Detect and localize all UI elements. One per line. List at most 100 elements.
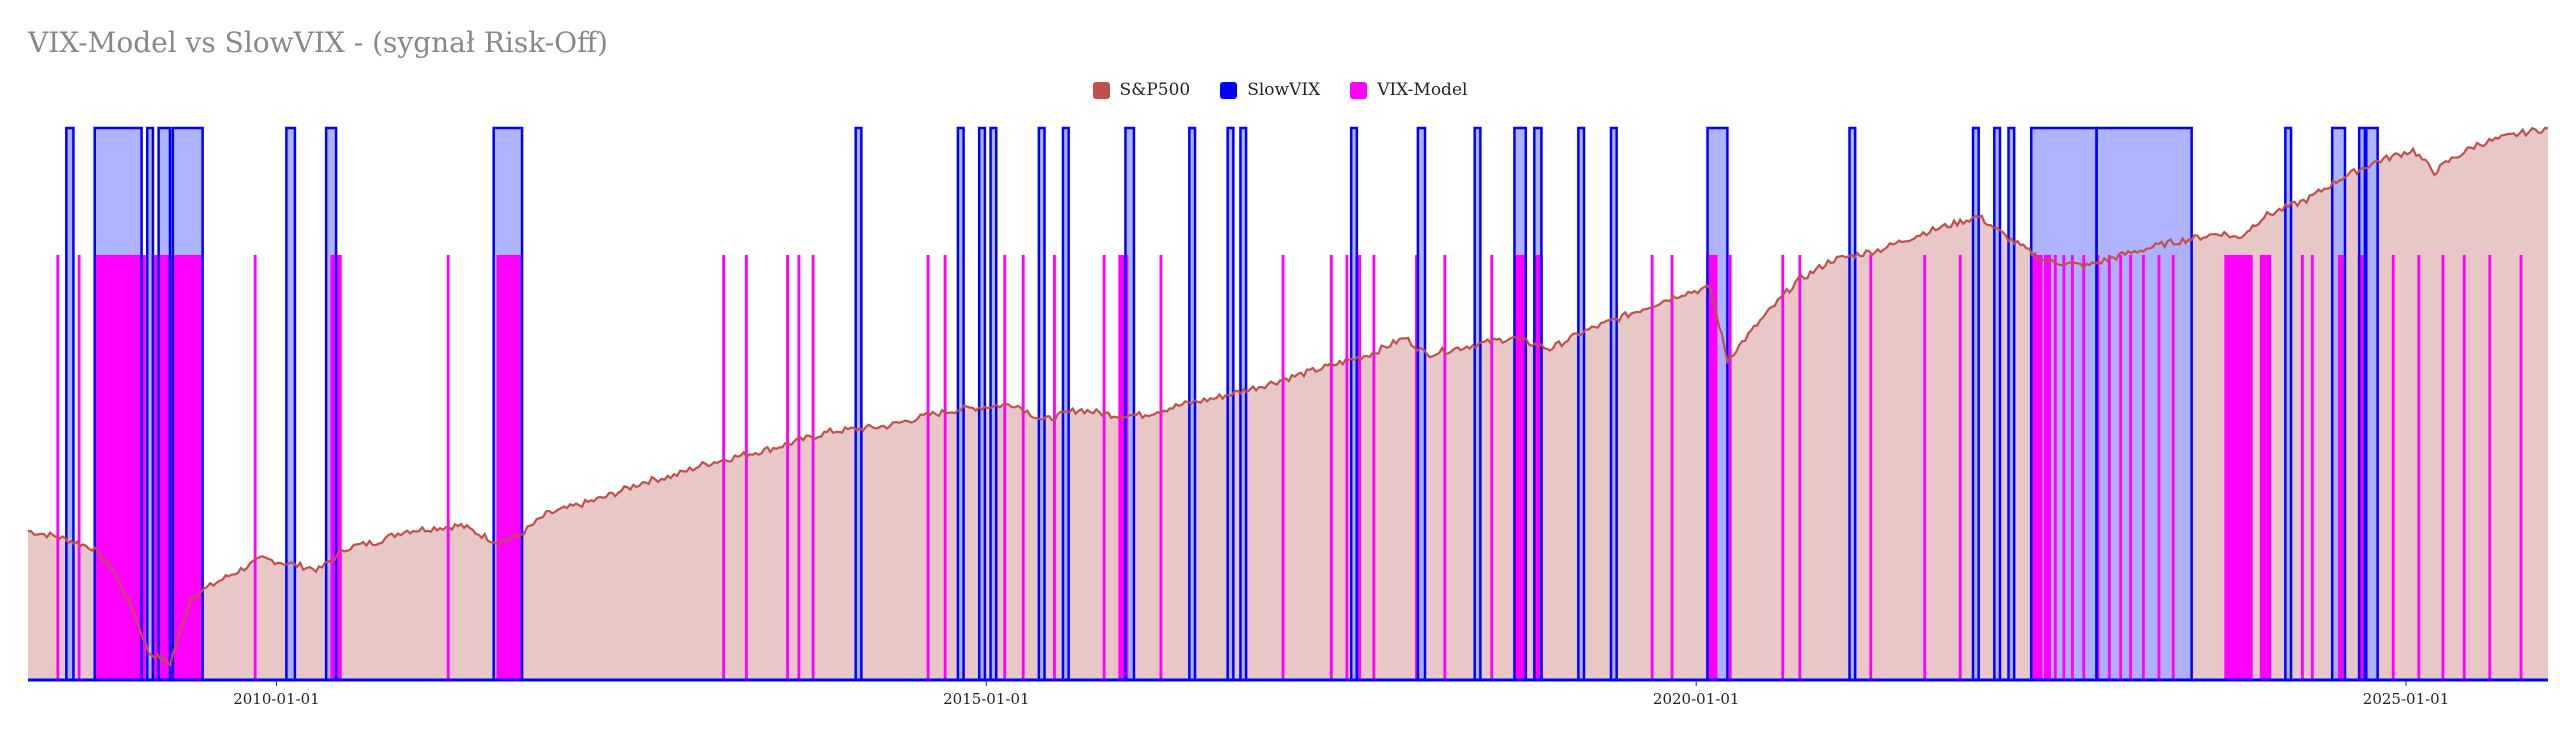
slowvix-span-fill <box>1849 128 1856 680</box>
slowvix-span-fill <box>979 128 985 680</box>
slowvix-span-fill <box>2008 128 2015 680</box>
slowvix-span-outline <box>1971 126 1980 680</box>
slowvix-span-outline <box>1533 126 1543 680</box>
vixmodel-span <box>2417 254 2421 680</box>
x-tick-label: 2025-01-01 <box>2363 690 2449 708</box>
vixmodel-span <box>1650 254 1654 680</box>
slowvix-span-outline <box>2330 126 2347 680</box>
slowvix-span-fill <box>1351 128 1357 680</box>
slowvix-span-outline <box>1124 126 1136 680</box>
vixmodel-span <box>2171 254 2175 680</box>
slowvix-span-outline <box>956 126 965 680</box>
slowvix-span-outline <box>171 126 204 680</box>
slowvix-span-outline <box>1577 126 1586 680</box>
sp500-line <box>27 126 2549 668</box>
slowvix-span-fill <box>1125 128 1134 680</box>
slowvix-span-fill <box>1417 128 1426 680</box>
vixmodel-span <box>1958 254 1962 680</box>
chart-title: VIX-Model vs SlowVIX - (sygnał Risk-Off) <box>28 26 608 59</box>
vixmodel-span <box>2107 254 2111 680</box>
vixmodel-span <box>2310 254 2314 680</box>
slowvix-span-outline <box>1609 126 1618 680</box>
vixmodel-span <box>1443 254 1447 680</box>
vixmodel-span <box>2070 254 2074 680</box>
vixmodel-span <box>77 254 81 680</box>
legend-item-vixmodel[interactable]: VIX-Model <box>1350 80 1467 100</box>
legend-label-slowvix: SlowVIX <box>1247 80 1321 100</box>
vixmodel-span <box>1415 254 1418 680</box>
vixmodel-span <box>2224 254 2253 680</box>
slowvix-span-fill <box>2285 128 2292 680</box>
vixmodel-span <box>1102 254 1106 680</box>
slowvix-span-fill <box>2366 128 2378 680</box>
vixmodel-span <box>2031 254 2043 680</box>
vixmodel-span <box>446 254 450 680</box>
vixmodel-span <box>2259 254 2272 680</box>
slowvix-span-fill <box>1973 128 1979 680</box>
slowvix-span-fill <box>66 128 74 680</box>
slowvix-span-outline <box>989 126 998 680</box>
vixmodel-span <box>2053 254 2057 680</box>
slowvix-span-outline <box>146 126 155 680</box>
slowvix-span-outline <box>1037 126 1046 680</box>
x-tick-label: 2010-01-01 <box>233 690 319 708</box>
vixmodel-span <box>1798 254 1802 680</box>
slowvix-span-fill <box>1240 128 1247 680</box>
vixmodel-span <box>1869 254 1873 680</box>
legend-label-sp500: S&P500 <box>1119 80 1191 100</box>
vixmodel-span <box>1053 254 1056 680</box>
vixmodel-span <box>2441 254 2445 680</box>
slowvix-span-outline <box>93 126 143 680</box>
vixmodel-span <box>2357 254 2367 680</box>
slowvix-span-outline <box>1188 126 1197 680</box>
sp500-area <box>28 128 2548 680</box>
slowvix-span-fill <box>1062 128 1069 680</box>
slowvix-span-outline <box>2365 126 2379 680</box>
vixmodel-span <box>1372 254 1376 680</box>
vixmodel-span <box>1281 254 1285 680</box>
slowvix-span-fill <box>1578 128 1585 680</box>
slowvix-span-outline <box>1993 126 2002 680</box>
vixmodel-span <box>2391 254 2395 680</box>
vixmodel-span <box>744 254 748 680</box>
vixmodel-span <box>94 254 146 680</box>
vixmodel-span <box>253 254 257 680</box>
slowvix-span-outline <box>65 126 75 680</box>
slowvix-span-outline <box>2007 126 2016 680</box>
vixmodel-span <box>926 254 930 680</box>
vixmodel-span <box>1118 254 1129 680</box>
slowvix-span-outline <box>2357 126 2367 680</box>
vixmodel-span <box>786 254 789 680</box>
slowvix-span-outline <box>1349 126 1359 680</box>
slowvix-span-outline <box>1513 126 1528 680</box>
slowvix-span-fill <box>1994 128 2000 680</box>
vixmodel-span <box>1021 254 1025 680</box>
vixmodel-span <box>1490 254 1494 680</box>
legend-swatch-sp500 <box>1092 81 1110 99</box>
vixmodel-span <box>1534 254 1543 680</box>
slowvix-span-outline <box>324 126 338 680</box>
slowvix-span-outline <box>2095 126 2193 680</box>
vixmodel-span <box>2141 254 2145 680</box>
slowvix-span-outline <box>1848 126 1857 680</box>
vixmodel-span <box>1781 254 1785 680</box>
vixmodel-span <box>151 254 203 680</box>
legend-swatch-vixmodel <box>1350 81 1368 99</box>
vixmodel-span <box>2462 254 2466 680</box>
slowvix-span-outline <box>854 126 863 680</box>
vixmodel-span <box>1514 254 1526 680</box>
vixmodel-span <box>56 254 60 680</box>
slowvix-span-outline <box>492 126 524 680</box>
vixmodel-span <box>811 254 815 680</box>
vixmodel-span <box>2062 254 2066 680</box>
vixmodel-span <box>1159 254 1163 680</box>
slowvix-span-outline <box>1473 126 1482 680</box>
slowvix-span-fill <box>1474 128 1481 680</box>
legend-item-slowvix[interactable]: SlowVIX <box>1220 80 1320 100</box>
slowvix-span-fill <box>855 128 862 680</box>
vixmodel-span <box>2096 254 2100 680</box>
slowvix-span-outline <box>1239 126 1248 680</box>
vixmodel-span <box>1923 254 1927 680</box>
vixmodel-span <box>2044 254 2052 680</box>
legend-item-sp500[interactable]: S&P500 <box>1092 80 1191 100</box>
